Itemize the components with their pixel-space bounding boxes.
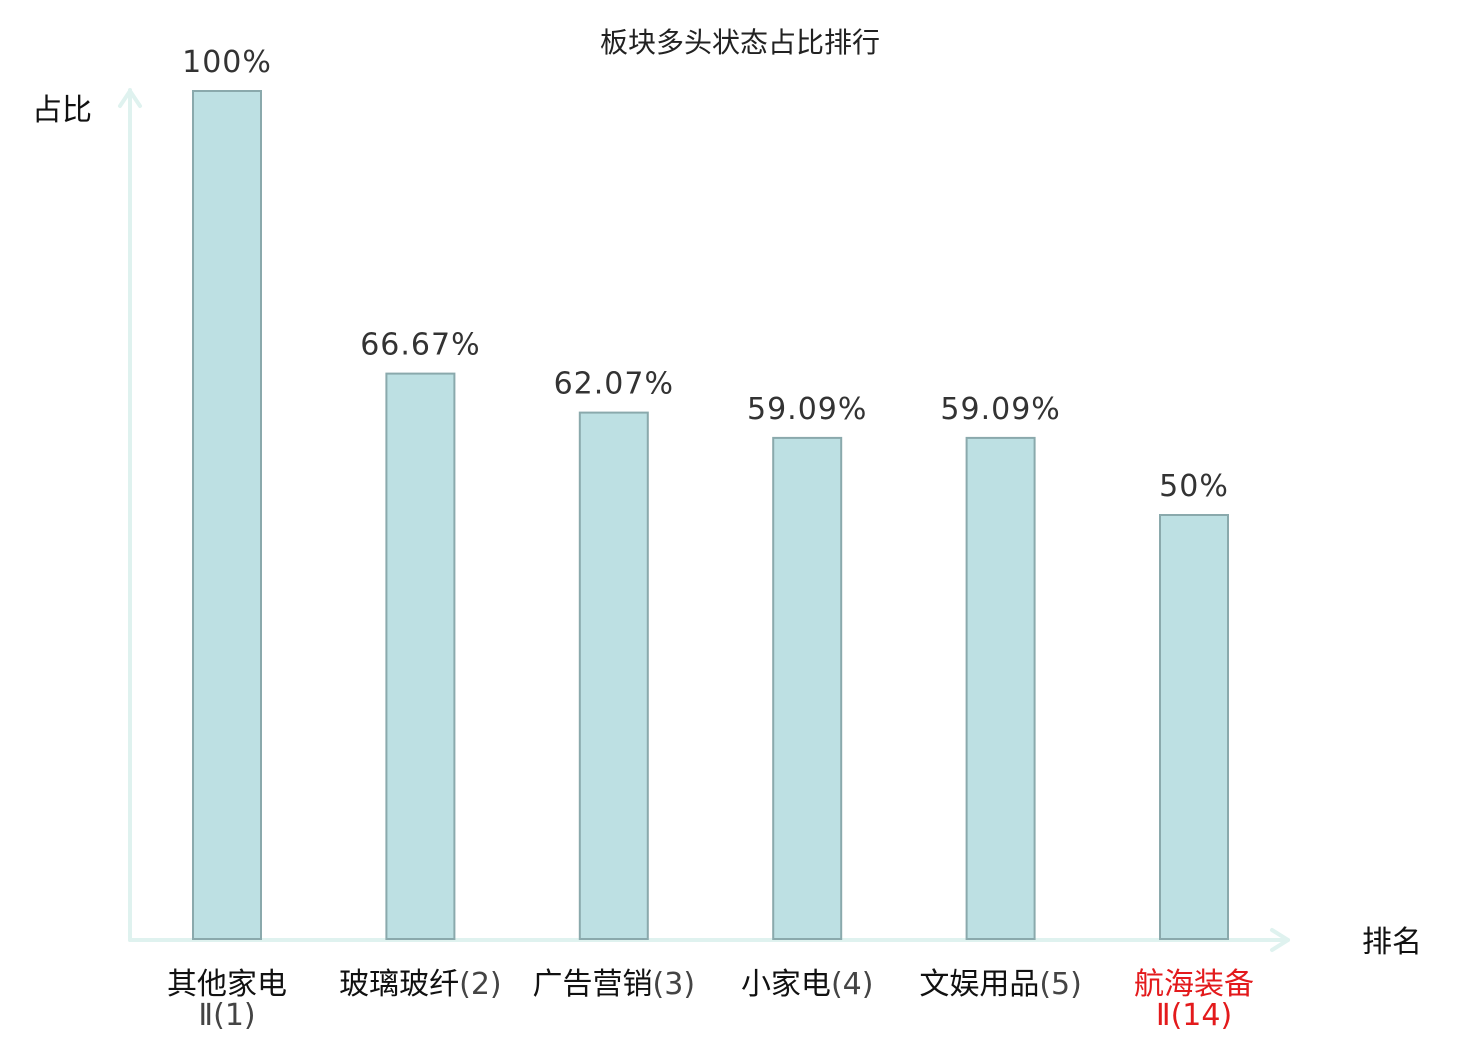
x-axis-arrow	[1270, 928, 1290, 952]
value-label-4: 59.09%	[747, 392, 867, 427]
bar-5	[965, 436, 1036, 940]
category-name: 其他家电	[167, 967, 287, 1002]
category-rank: Ⅱ(14)	[1156, 998, 1232, 1033]
value-label-5: 59.09%	[940, 392, 1060, 427]
bar-1	[192, 90, 262, 940]
category-name: 广告营销	[533, 967, 653, 1002]
bar-6	[1159, 514, 1229, 940]
value-label-2: 66.67%	[360, 328, 480, 363]
category-name: 玻璃玻纤	[339, 967, 459, 1002]
chart-title: 板块多头状态占比排行	[600, 26, 880, 59]
category-rank: (3)	[653, 967, 696, 1002]
bar-3	[578, 411, 649, 941]
category-label-2: 玻璃玻纤(2)	[339, 967, 502, 1002]
category-label-4: 小家电(4)	[741, 967, 874, 1002]
category-rank: (4)	[831, 967, 874, 1002]
category-rank: (2)	[459, 967, 502, 1002]
axes	[118, 88, 1290, 952]
value-labels-group: 100% 66.67% 62.07% 59.09% 59.09% 50%	[182, 45, 1229, 504]
category-label-3: 广告营销(3)	[533, 967, 696, 1002]
category-labels-group: 其他家电 Ⅱ(1)玻璃玻纤(2) 广告营销(3) 小家电(4) 文娱用品(5) 航海装备 Ⅱ…	[167, 967, 1254, 1033]
category-name: 文娱用品	[919, 967, 1039, 1002]
value-label-3: 62.07%	[554, 367, 674, 402]
category-rank: (5)	[1039, 967, 1082, 1002]
category-name: 小家电	[741, 967, 831, 1002]
y-axis-arrow	[118, 89, 142, 108]
value-label-1: 100%	[182, 45, 272, 80]
category-label-1: 其他家电 Ⅱ(1)	[167, 967, 287, 1033]
category-label-6: 航海装备 Ⅱ(14)	[1134, 967, 1254, 1033]
bars-group	[192, 90, 1229, 941]
x-axis-label: 排名	[1362, 925, 1422, 960]
value-label-6: 50%	[1159, 469, 1229, 504]
category-rank: Ⅱ(1)	[198, 998, 255, 1033]
category-name: 航海装备	[1134, 967, 1254, 1002]
y-axis-label: 占比	[32, 93, 92, 128]
bar-2	[385, 372, 456, 941]
bar-4	[772, 436, 843, 940]
category-label-5: 文娱用品(5)	[919, 967, 1082, 1002]
